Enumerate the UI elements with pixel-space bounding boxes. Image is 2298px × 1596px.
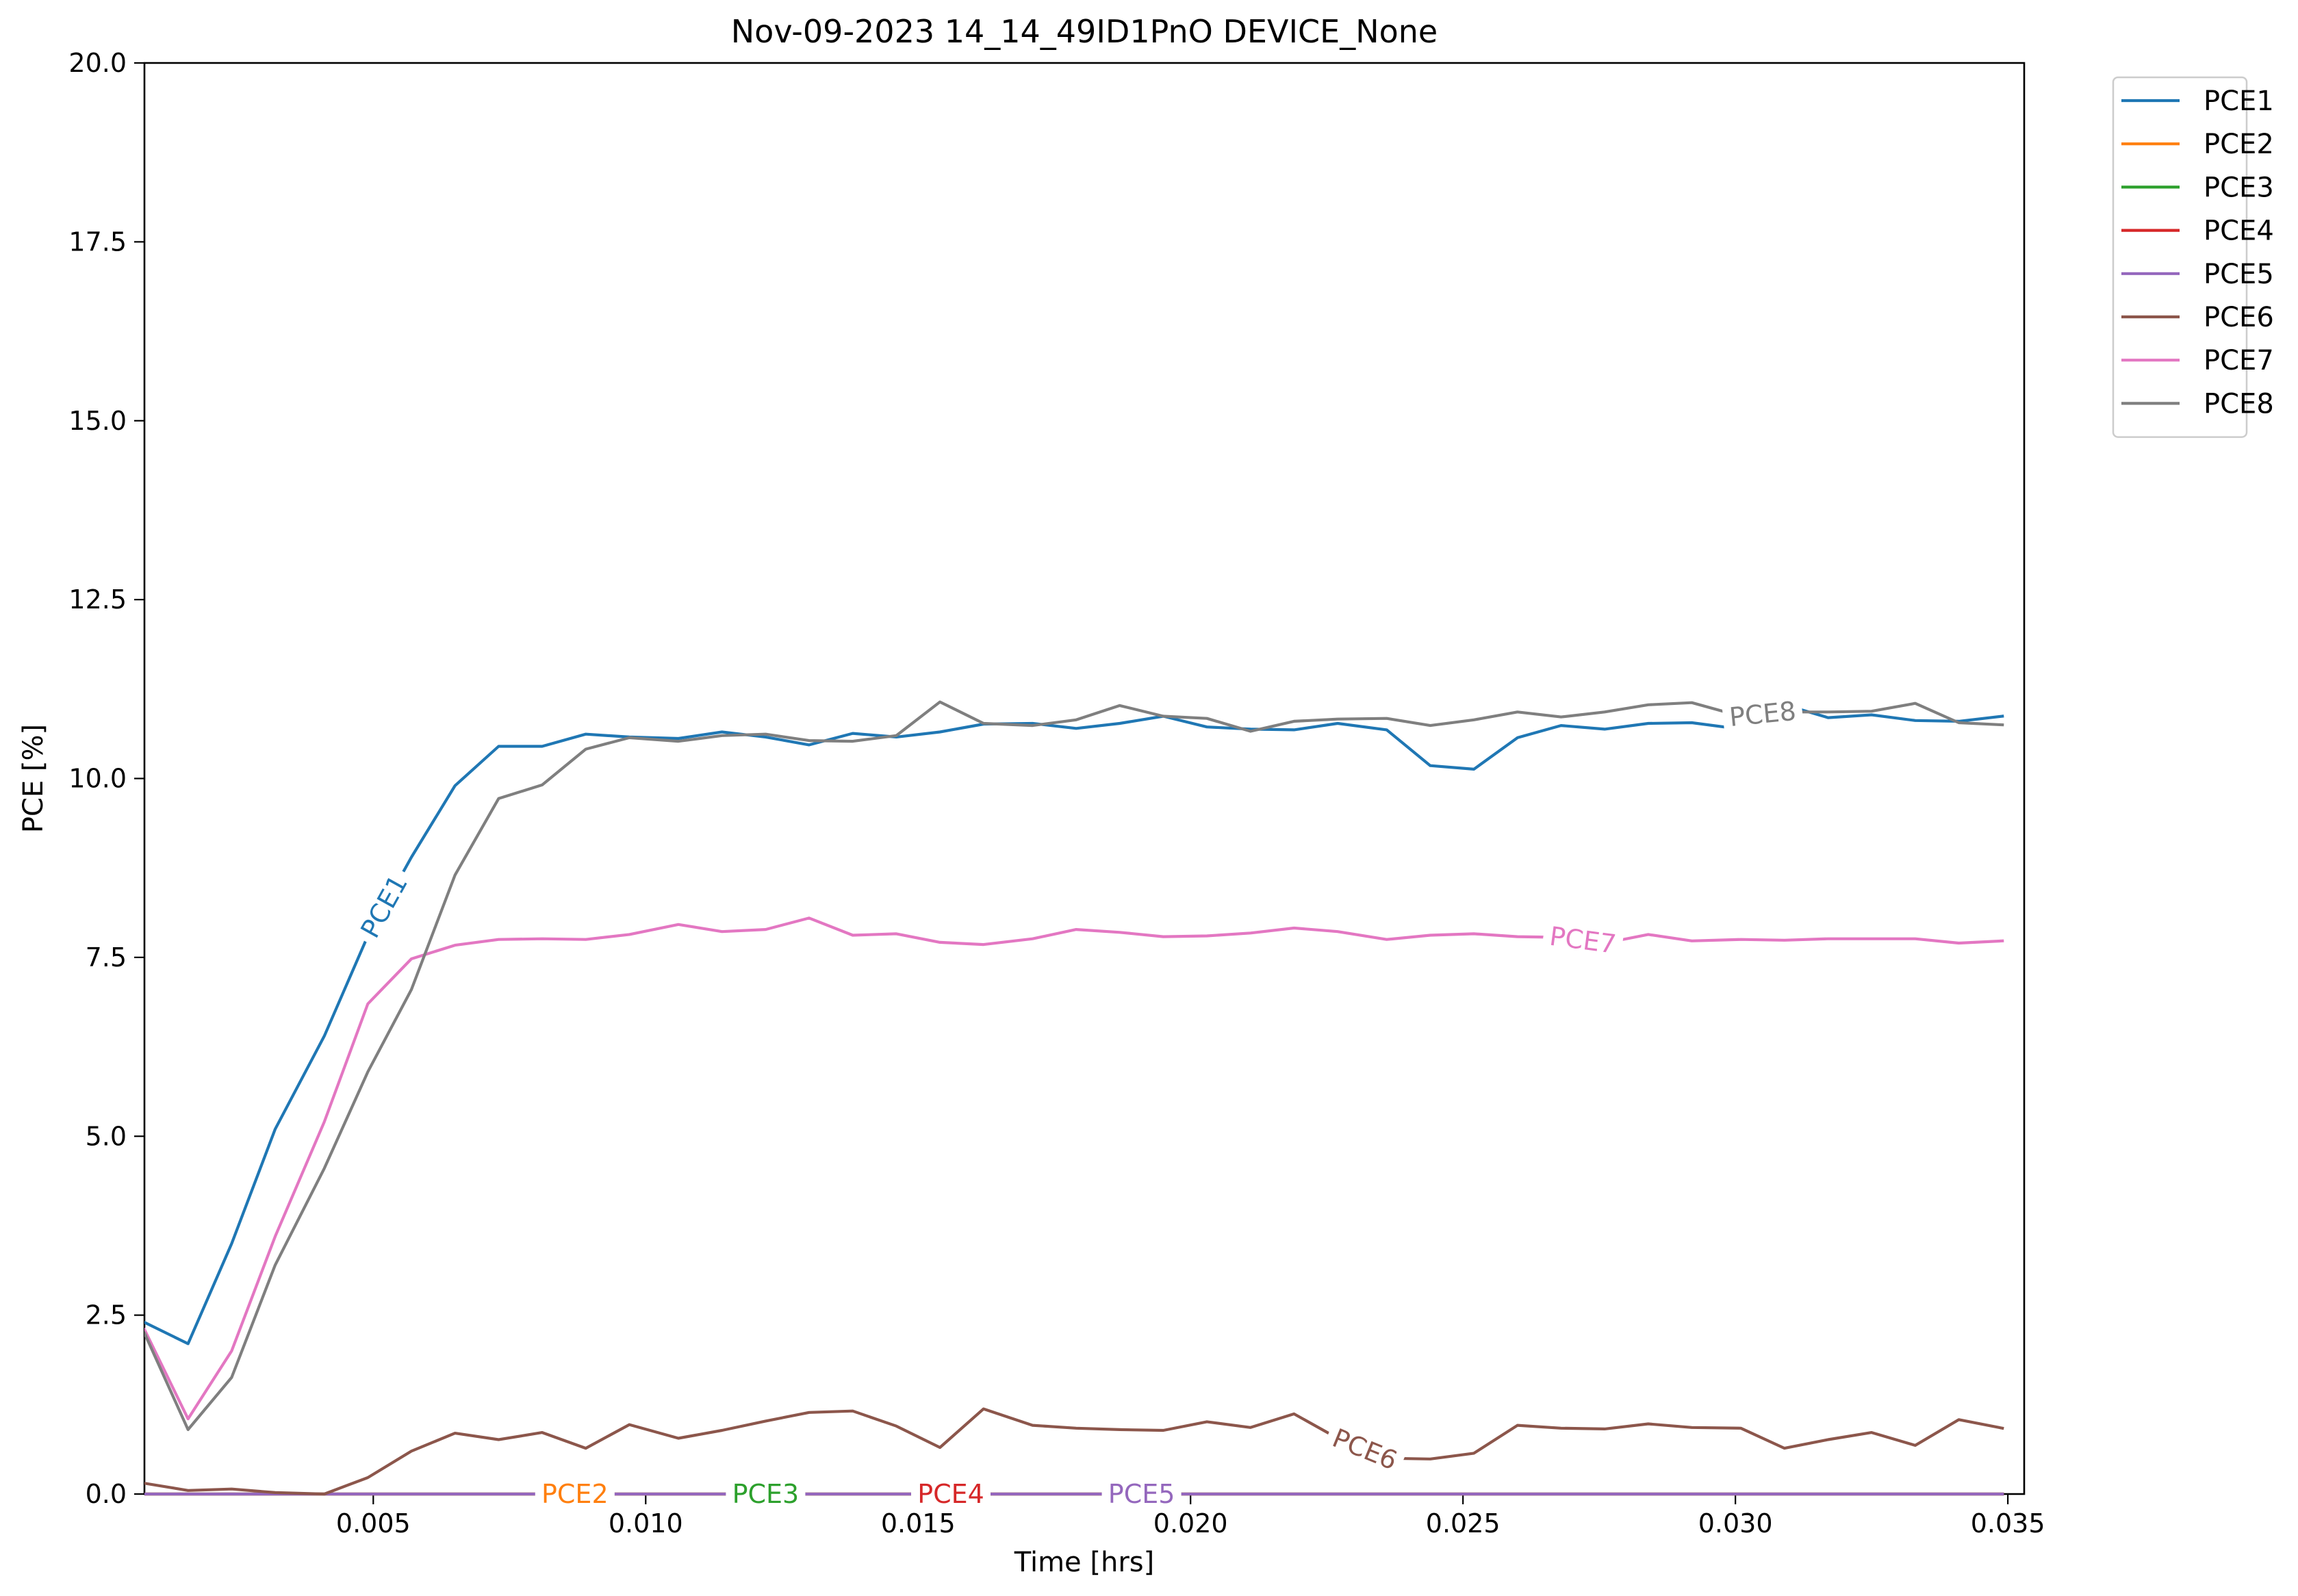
inline-label-pce2: PCE2 [535,1478,615,1510]
inline-label-pce8: PCE8 [1721,693,1804,734]
series-line-pce1 [144,703,2004,1346]
legend-label-pce8: PCE8 [2204,388,2274,420]
inline-label-gap [1101,1478,1182,1510]
x-axis: 0.005 0.010 0.015 0.020 0.025 0.030 0.035 [336,1494,2045,1539]
x-tick-label: 0.020 [1153,1508,1228,1539]
legend-box [2112,76,2248,438]
inline-label-text: PCE2 [541,1479,609,1509]
series-lines [144,700,2004,1496]
series-line-pce6 [144,1407,2004,1496]
y-axis: 0.0 2.5 5.0 7.5 10.0 12.5 15.0 17.5 20.0 [68,48,144,1509]
inline-label-gap [911,1478,991,1510]
y-tick-label: 5.0 [86,1121,127,1151]
chart-title: Nov-09-2023 14_14_49ID1PnO DEVICE_None [731,13,1438,50]
y-tick-label: 10.0 [68,764,127,794]
x-tick-label: 0.035 [1971,1508,2045,1539]
y-tick-label: 15.0 [68,406,127,436]
y-tick-label: 0.0 [86,1479,127,1509]
y-tick-label: 20.0 [68,48,127,78]
x-axis-label: Time [hrs] [1014,1547,1154,1578]
legend-label-pce3: PCE3 [2204,172,2274,203]
legend-label-pce1: PCE1 [2204,86,2274,117]
y-tick-label: 7.5 [86,942,127,973]
legend-label-pce6: PCE6 [2204,302,2274,333]
y-tick-label: 2.5 [86,1300,127,1330]
legend-label-pce7: PCE7 [2204,345,2274,376]
plot-area [143,62,2026,1495]
legend: PCE1 PCE2 PCE3 PCE4 PCE5 PCE6 PCE7 PCE8 [2112,76,2274,438]
inline-label-pce4: PCE4 [911,1478,991,1510]
inline-label-gap [1322,1419,1408,1480]
inline-label-text: PCE4 [917,1479,984,1509]
inline-label-pce3: PCE3 [726,1478,806,1510]
inline-label-pce5: PCE5 [1101,1478,1182,1510]
inline-label-gap [350,864,418,949]
x-tick-label: 0.010 [609,1508,683,1539]
x-tick-label: 0.030 [1698,1508,1773,1539]
inline-label-text: PCE8 [1728,696,1797,732]
inline-label-gap [535,1478,615,1510]
legend-label-pce4: PCE4 [2204,216,2274,247]
series-line-pce8 [144,700,2004,1431]
y-tick-label: 12.5 [68,584,127,615]
series-line-pce7 [144,916,2004,1421]
legend-label-pce2: PCE2 [2204,129,2274,160]
inline-label-gap [1541,918,1624,962]
legend-label-pce5: PCE5 [2204,259,2274,290]
y-axis-label: PCE [%] [18,724,49,833]
inline-label-gap [726,1478,806,1510]
inline-label-text: PCE5 [1108,1479,1175,1509]
inline-label-text: PCE3 [732,1479,800,1509]
inline-label-gap [1721,693,1804,734]
x-tick-label: 0.025 [1426,1508,1501,1539]
x-tick-label: 0.015 [881,1508,956,1539]
y-tick-label: 17.5 [68,227,127,257]
inline-label-pce7: PCE7 [1541,918,1624,962]
x-tick-label: 0.005 [336,1508,411,1539]
